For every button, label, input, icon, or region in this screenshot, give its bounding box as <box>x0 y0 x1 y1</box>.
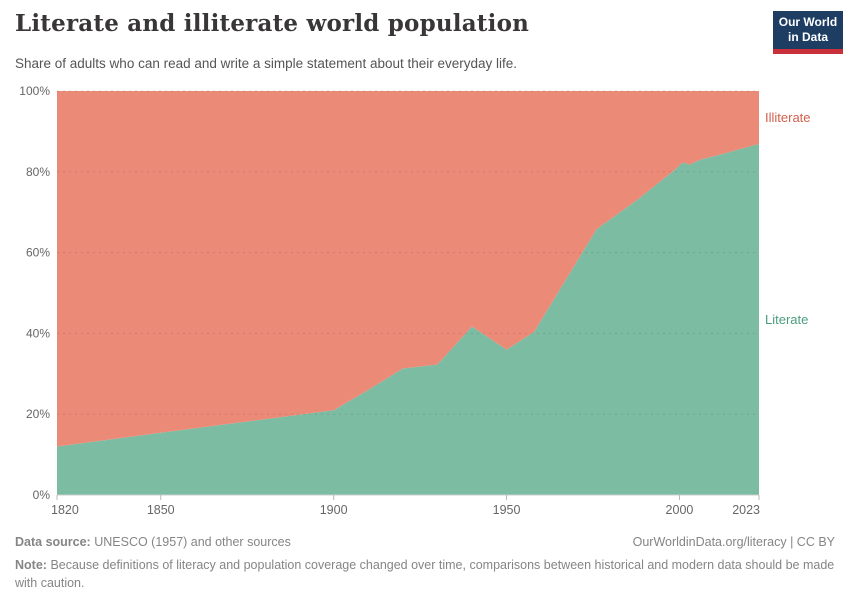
chart-note: Note: Because definitions of literacy an… <box>15 556 835 592</box>
data-source: Data source: UNESCO (1957) and other sou… <box>15 533 291 551</box>
y-tick-label-80: 80% <box>26 165 50 179</box>
stacked-area-chart[interactable]: 0% 20% 40% 60% 80% 100% 1820 1850 1900 1950 2000 20… <box>0 0 850 530</box>
owid-logo[interactable]: Our World in Data <box>773 11 843 54</box>
x-tick-label-2000: 2000 <box>666 503 694 517</box>
page-title: Literate and illiterate world population <box>15 10 530 37</box>
owid-logo-line2: in Data <box>787 30 828 44</box>
data-source-value: UNESCO (1957) and other sources <box>94 535 291 549</box>
chart-subtitle: Share of adults who can read and write a… <box>15 56 518 71</box>
chart-footer: Data source: UNESCO (1957) and other sou… <box>15 533 835 592</box>
data-source-label: Data source: <box>15 535 91 549</box>
x-tick-label-1820: 1820 <box>51 503 79 517</box>
y-tick-label-0: 0% <box>33 488 51 502</box>
literate-area[interactable] <box>57 143 759 495</box>
note-value: Because definitions of literacy and popu… <box>15 558 835 591</box>
y-tick-label-100: 100% <box>19 84 50 98</box>
series-label-illiterate: Illiterate <box>765 110 811 125</box>
x-tick-label-2023: 2023 <box>732 503 760 517</box>
y-tick-label-20: 20% <box>26 407 50 421</box>
owid-logo-line1: Our World <box>778 15 838 29</box>
y-tick-label-40: 40% <box>26 326 50 340</box>
series-label-literate: Literate <box>765 312 808 327</box>
note-label: Note: <box>15 558 47 573</box>
x-tick-label-1900: 1900 <box>320 503 348 517</box>
license-link[interactable]: OurWorldinData.org/literacy | CC BY <box>632 535 835 549</box>
y-tick-label-60: 60% <box>26 246 50 260</box>
illiterate-area[interactable] <box>57 91 759 447</box>
x-tick-label-1850: 1850 <box>147 503 175 517</box>
x-tick-label-1950: 1950 <box>493 503 521 517</box>
